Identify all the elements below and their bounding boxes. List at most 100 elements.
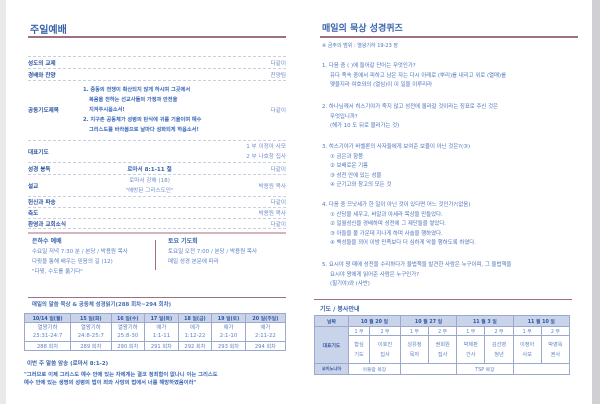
order-value: 다같이 <box>270 166 286 173</box>
passage-cell: 열왕기하 25:8-30 <box>110 322 146 342</box>
question-line: ① 산당을 세우고, 바알과 아세라 목상을 만들었다. <box>330 211 443 218</box>
ref: 2:11-22 <box>254 333 276 339</box>
quiz-question: 4. 다음 중 므낫세가 한 일이 아닌 것이 있다면 어느 것인가?(없음) ①… <box>322 201 584 249</box>
rep-name: 박영옥 <box>548 341 563 348</box>
prayer-list: 1. 중동의 전쟁이 확산되지 않게 하시며 그곳에서 복음을 전하는 선교사들… <box>83 85 256 135</box>
question-line: ① 금은과 향품 <box>330 153 364 160</box>
book: 열왕기하 <box>37 325 58 331</box>
ref: 2:1-10 <box>219 333 238 339</box>
part-cell: 2 부 <box>540 326 571 336</box>
divider <box>28 232 286 234</box>
day-cell: 17 일(목) <box>144 313 179 323</box>
service-table: 날짜 10 월 20 일 10 월 27 일 11 월 3 일 11 월 10 일 대표기… <box>314 315 571 375</box>
count-cell: 290 회차 <box>110 341 146 351</box>
question-line: ④ 군기고와 창고의 모든 것 <box>330 182 392 188</box>
order-row: 환영과 교회소식 다같이 <box>28 218 286 229</box>
wed-line: 수요일 저녁 7:30 분 / 본당 / 박용원 목사 <box>32 249 128 255</box>
worship-title: 주일예배 <box>30 25 67 36</box>
count-cell: 292 회차 <box>177 341 213 351</box>
sermon-row: 설교 로마서 강해 (18) "해방된 그리스도인" 박용원 목사 <box>28 174 286 196</box>
question-line: (해가 10 도 뒤로 물러가는 것) <box>330 123 400 129</box>
scrollbar[interactable] <box>592 0 600 404</box>
passage-cell: 애가 1:12-22 <box>177 322 213 342</box>
sat-line: 토요일 오전 7:00 / 본당 / 박용원 목사 <box>168 249 258 255</box>
book: 열왕기하 <box>117 325 138 331</box>
title-underline <box>28 36 286 38</box>
question-line: ② 보배로운 기름 <box>330 163 369 169</box>
part-cell: 1 부 <box>512 326 542 336</box>
order-label: 성도의 교제 <box>28 60 56 67</box>
wed-title: 은하수 예배 <box>32 238 62 245</box>
title-underline <box>320 36 578 38</box>
ref: 24:8-25:7 <box>77 333 104 339</box>
passage-cell: 열왕기하 23:31-24:7 <box>23 322 72 342</box>
question-line: ④ 백성들을 꾀어 이방 민족보다 더 심하게 악을 행하도록 하였다. <box>330 240 476 246</box>
book: 애가 <box>223 325 234 331</box>
date-cell: 11 월 10 일 <box>512 315 571 327</box>
order-label: 헌신과 파송 <box>28 200 56 206</box>
question-line: ③ 성전 안에 있는 성물 <box>330 172 382 179</box>
order-label: 설교 <box>28 183 39 190</box>
rep-row: 합심 기도 이호진 집사 성유정 목자 권회원 집사 박제판 간사 김선영 청년 이정아 사모 박영옥 권사 <box>315 335 571 364</box>
koinonia-cell: TSP 목장 <box>456 363 514 375</box>
rep-title: 청년 <box>494 351 504 358</box>
order-row: 축도 박용원 목사 <box>28 207 286 218</box>
rep-title: 집사 <box>437 351 448 358</box>
wed-line: "다윗, 수도를 옮기다" <box>32 269 83 275</box>
question-line: 무엇입니까? <box>330 113 358 120</box>
quiz-title: 매일의 묵상 성경퀴즈 <box>322 24 403 34</box>
rep-cell: 이정아 사모 <box>512 335 542 364</box>
order-row: 헌신과 파송 다같이 <box>28 196 286 207</box>
rep-name: 합심 <box>354 341 364 348</box>
part-cell: 2 부 <box>369 326 401 336</box>
book: 열왕기하 <box>80 325 101 331</box>
rep-cell: 김선영 청년 <box>484 335 514 364</box>
passage-cell: 애가 2:1-10 <box>211 322 246 342</box>
reading-ref: 로마서 8:1-11 절 <box>127 166 172 173</box>
passage-cell: 애가 1:1-11 <box>144 322 179 342</box>
rep-title: 간사 <box>466 351 476 358</box>
sermon-name: "해방된 그리스도인" <box>125 187 174 194</box>
prayer-line: 2. 지구촌 공동체가 성령의 탄식에 귀를 기울이며 예수 <box>83 116 202 123</box>
order-label: 환영과 교회소식 <box>28 221 66 228</box>
order-label: 성경 봉독 <box>28 166 51 173</box>
rep-name: 권회원 <box>435 341 450 348</box>
question-line: 유다 족속 중에서 피하고 남은 자는 다시 아래로 (뿌리)를 내리고 위로 … <box>330 72 507 79</box>
count-cell: 291 회차 <box>144 341 179 351</box>
rep-name: 박제판 <box>463 341 478 348</box>
rep-1: 1 부 이정아 사모 <box>246 143 286 150</box>
question-text: 3. 히스기야가 바벨론의 사자들에게 보여준 보물이 아닌 것은?(③) <box>322 144 471 150</box>
koinonia-cell <box>512 363 571 375</box>
rep-name: 성유정 <box>407 341 422 348</box>
reading-plan-table: 10/14 일(월) 15 일(화) 16 일(수) 17 일(목) 18 일(금) 19… <box>23 313 287 351</box>
koinonia-cell: 아들람 목장 <box>348 363 401 375</box>
service-title: 기도 / 봉사안내 <box>320 306 360 313</box>
quiz-question: 1. 다음 중 ( )에 들어갈 단어는 무엇인가? 유다 족속 중에서 피하고 … <box>322 62 584 91</box>
date-cell: 10 월 20 일 <box>348 315 401 327</box>
book: 애가 <box>190 325 200 331</box>
rep-label: 대표기도 <box>314 326 349 364</box>
prayer-line: 그리스도를 바라봄으로 날마다 성화되게 하옵소서! <box>89 126 199 133</box>
book: 애가 <box>156 325 167 331</box>
rep-title: 목자 <box>409 351 420 358</box>
order-value: 박용원 목사 <box>258 211 286 217</box>
divider <box>28 297 286 298</box>
rep-name: 이호진 <box>377 341 393 348</box>
passage-cell: 애가 2:11-22 <box>244 322 287 342</box>
order-value: 1 부 이정아 사모 2 부 나호창 집사 <box>216 142 286 162</box>
count-cell: 294 회차 <box>244 341 287 351</box>
rep-title: 권사 <box>550 351 561 358</box>
question-line: 맺을지라 여호와의 (열심)이 이 일을 이루리라 <box>330 82 433 88</box>
count-cell: 288 회차 <box>23 341 72 351</box>
order-value: 박용원 목사 <box>258 183 286 190</box>
book: 애가 <box>260 325 271 331</box>
rep-2: 2 부 나호창 집사 <box>246 153 286 160</box>
prayer-line: 지켜주시옵소서! <box>89 106 125 113</box>
order-value: 다같이 <box>270 200 286 206</box>
ref: 25:8-30 <box>117 333 139 339</box>
quiz-question: 2. 하나님께서 히스기야가 죽지 않고 성전에 올라갈 것이라는 징표로 주신… <box>322 103 584 132</box>
question-text: 1. 다음 중 ( )에 들어갈 단어는 무엇인가? <box>322 63 416 69</box>
passage-cell: 열왕기하 24:8-25:7 <box>70 322 112 342</box>
part-cell: 1 부 <box>399 326 430 336</box>
